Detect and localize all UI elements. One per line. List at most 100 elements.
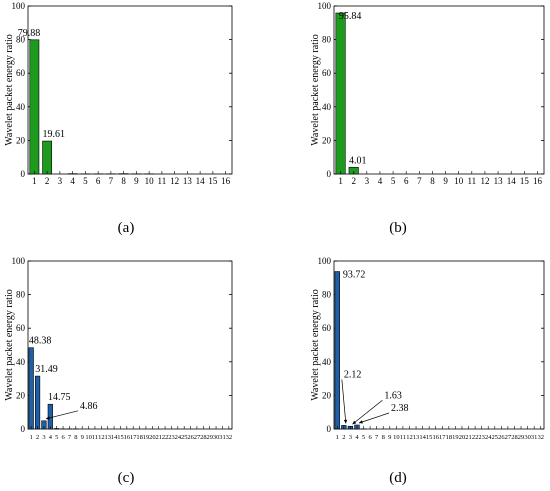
panel-c-label: (c)	[118, 470, 135, 486]
x-tick-label: 8	[74, 434, 77, 441]
annotation-arrow-head	[343, 419, 348, 424]
x-tick-label: 13	[494, 176, 504, 186]
y-axis-label: Wavelet packet energy ratio	[4, 34, 15, 145]
x-tick-label: 4	[70, 176, 75, 186]
x-tick-label: 2	[351, 176, 356, 186]
x-tick-label: 15	[520, 176, 530, 186]
x-tick-label: 9	[443, 176, 448, 186]
y-axis-label: Wavelet packet energy ratio	[4, 289, 15, 400]
x-tick-label: 13	[104, 434, 111, 441]
y-tick-label: 60	[322, 68, 332, 78]
y-tick-label: 40	[322, 357, 332, 367]
x-tick-label: 3	[58, 176, 63, 186]
x-tick-label: 22	[162, 434, 169, 441]
x-tick-label: 6	[96, 176, 101, 186]
x-tick-label: 2	[342, 434, 345, 441]
y-tick-label: 20	[16, 390, 26, 400]
panel-b-label: (b)	[389, 220, 407, 236]
annotation-arrow-line	[352, 399, 383, 425]
data-label: 4.01	[349, 155, 367, 166]
plot-frame	[333, 5, 545, 175]
y-tick-label: 0	[327, 169, 332, 179]
x-tick-label: 10	[145, 176, 155, 186]
x-tick-label: 19	[143, 434, 150, 441]
x-tick-label: 5	[83, 176, 88, 186]
x-tick-label: 1	[30, 434, 33, 441]
y-tick-label: 0	[21, 424, 26, 434]
data-label: 79.88	[18, 28, 41, 39]
annotation-arrow-head	[45, 416, 50, 420]
y-tick-label: 20	[16, 135, 26, 145]
y-axis-label: Wavelet packet energy ratio	[310, 34, 321, 145]
x-tick-label: 17	[130, 434, 137, 441]
y-tick-label: 80	[16, 35, 26, 45]
y-tick-label: 40	[322, 102, 332, 112]
y-tick-label: 20	[322, 135, 332, 145]
x-tick-label: 13	[413, 434, 420, 441]
x-tick-label: 5	[362, 434, 365, 441]
x-tick-label: 13	[183, 176, 193, 186]
y-tick-label: 80	[322, 290, 332, 300]
annotation-arrow-line	[358, 412, 390, 424]
x-tick-label: 7	[375, 434, 379, 441]
x-tick-label: 14	[507, 176, 517, 186]
bar-1	[29, 39, 40, 175]
panel-b-chart: 0 20 40 60 80 100 Wavelet packet energy ratio 1…	[310, 1, 545, 186]
x-tick-label: 9	[388, 434, 391, 441]
x-tick-label: 3	[365, 176, 370, 186]
x-tick-label: 2	[45, 176, 50, 186]
x-tick-label: 20	[459, 434, 466, 441]
panel-c-chart: 0 20 40 60 80 100 Wavelet packet energy ratio 1…	[4, 256, 233, 441]
x-tick-label: 27	[194, 434, 201, 441]
x-tick-label: 7	[109, 176, 114, 186]
y-tick-label: 40	[16, 357, 26, 367]
x-tick-label: 3	[42, 434, 45, 441]
y-tick-label: 60	[16, 323, 26, 333]
x-tick-label: 24	[485, 434, 492, 441]
x-tick-label: 4	[355, 434, 359, 441]
y-tick-label: 80	[16, 290, 26, 300]
data-label: 95.84	[339, 11, 362, 22]
y-tick-label: 100	[12, 1, 26, 11]
annotation-arrow-head	[358, 420, 363, 424]
x-tick-label: 5	[391, 176, 396, 186]
bar-1	[28, 347, 34, 430]
x-tick-label: 20	[149, 434, 156, 441]
data-label: 14.75	[48, 392, 71, 403]
y-tick-label: 100	[12, 256, 26, 266]
x-tick-label: 17	[439, 434, 446, 441]
x-tick-label: 14	[111, 434, 118, 441]
x-tick-label: 10	[454, 176, 464, 186]
data-label: 93.72	[343, 270, 366, 281]
x-tick-label: 7	[417, 176, 422, 186]
x-tick-label: 18	[136, 434, 143, 441]
x-tick-label: 29	[518, 434, 525, 441]
x-tick-label: 15	[117, 434, 124, 441]
y-tick-label: 40	[16, 102, 26, 112]
x-tick-label: 16	[533, 176, 543, 186]
x-tick-label: 25	[181, 434, 188, 441]
x-tick-label: 28	[200, 434, 207, 441]
y-tick-label: 60	[322, 323, 332, 333]
data-label: 2.12	[344, 369, 362, 380]
x-tick-label: 11	[158, 176, 167, 186]
y-tick-label: 0	[21, 169, 26, 179]
x-tick-label: 30	[524, 434, 531, 441]
x-tick-label: 14	[419, 434, 426, 441]
data-label: 31.49	[35, 364, 58, 375]
x-tick-label: 16	[432, 434, 439, 441]
y-tick-label: 0	[327, 424, 332, 434]
x-tick-label: 10	[85, 434, 92, 441]
x-tick-label: 6	[61, 434, 65, 441]
plot-frame	[333, 260, 545, 430]
x-tick-label: 1	[336, 434, 339, 441]
x-tick-label: 7	[68, 434, 72, 441]
panel-d-chart: 0 20 40 60 80 100 Wavelet packet energy ratio 1…	[310, 256, 545, 441]
bar-1	[335, 12, 346, 175]
x-tick-label: 1	[32, 176, 37, 186]
x-tick-label: 25	[492, 434, 499, 441]
x-tick-label: 19	[452, 434, 459, 441]
x-tick-label: 3	[349, 434, 352, 441]
x-tick-label: 15	[426, 434, 433, 441]
